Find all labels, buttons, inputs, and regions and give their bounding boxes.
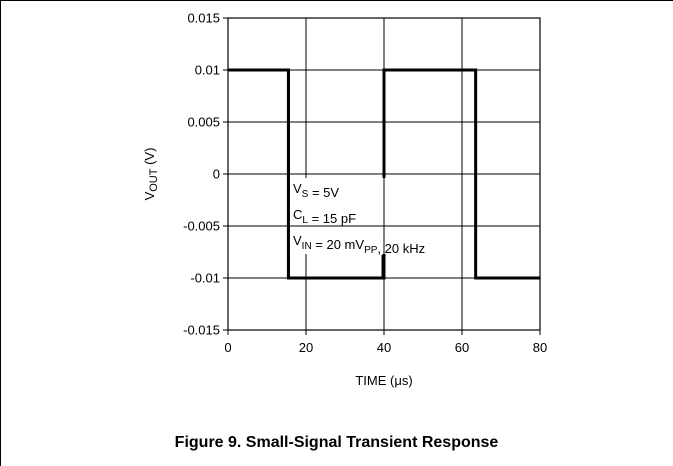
annotation-input-signal: VIN = 20 mVPP, 20 kHz: [293, 233, 425, 256]
x-tick-label-2: 40: [377, 340, 391, 355]
x-tick-label-1: 20: [299, 340, 313, 355]
y-axis-label: VOUT (V): [142, 148, 160, 201]
frame-top-border: [0, 0, 673, 1]
y-tick-label-1: 0.01: [195, 63, 220, 78]
frame-left-border: [0, 0, 1, 466]
y-tick-label-5: -0.01: [190, 271, 220, 286]
x-tick-label-0: 0: [224, 340, 231, 355]
x-axis-label: TIME (μs): [355, 373, 412, 388]
y-tick-label-4: -0.005: [183, 219, 220, 234]
figure-caption: Figure 9. Small-Signal Transient Respons…: [174, 434, 499, 451]
y-tick-label-2: 0.005: [187, 115, 220, 130]
y-tick-label-6: -0.015: [183, 323, 220, 338]
y-tick-labels: 0.015 0.01 0.005 0 -0.005 -0.01 -0.015: [183, 11, 228, 338]
series-layer: [228, 68, 540, 280]
x-tick-label-3: 60: [455, 340, 469, 355]
annotation-load-capacitance: CL = 15 pF: [293, 207, 356, 226]
annotation-supply-voltage: VS = 5V: [293, 181, 339, 200]
y-tick-label-0: 0.015: [187, 11, 220, 26]
x-tick-labels: 0 20 40 60 80: [224, 330, 547, 355]
y-tick-label-3: 0: [213, 167, 220, 182]
x-tick-label-4: 80: [533, 340, 547, 355]
annotation-background: [288, 178, 458, 254]
